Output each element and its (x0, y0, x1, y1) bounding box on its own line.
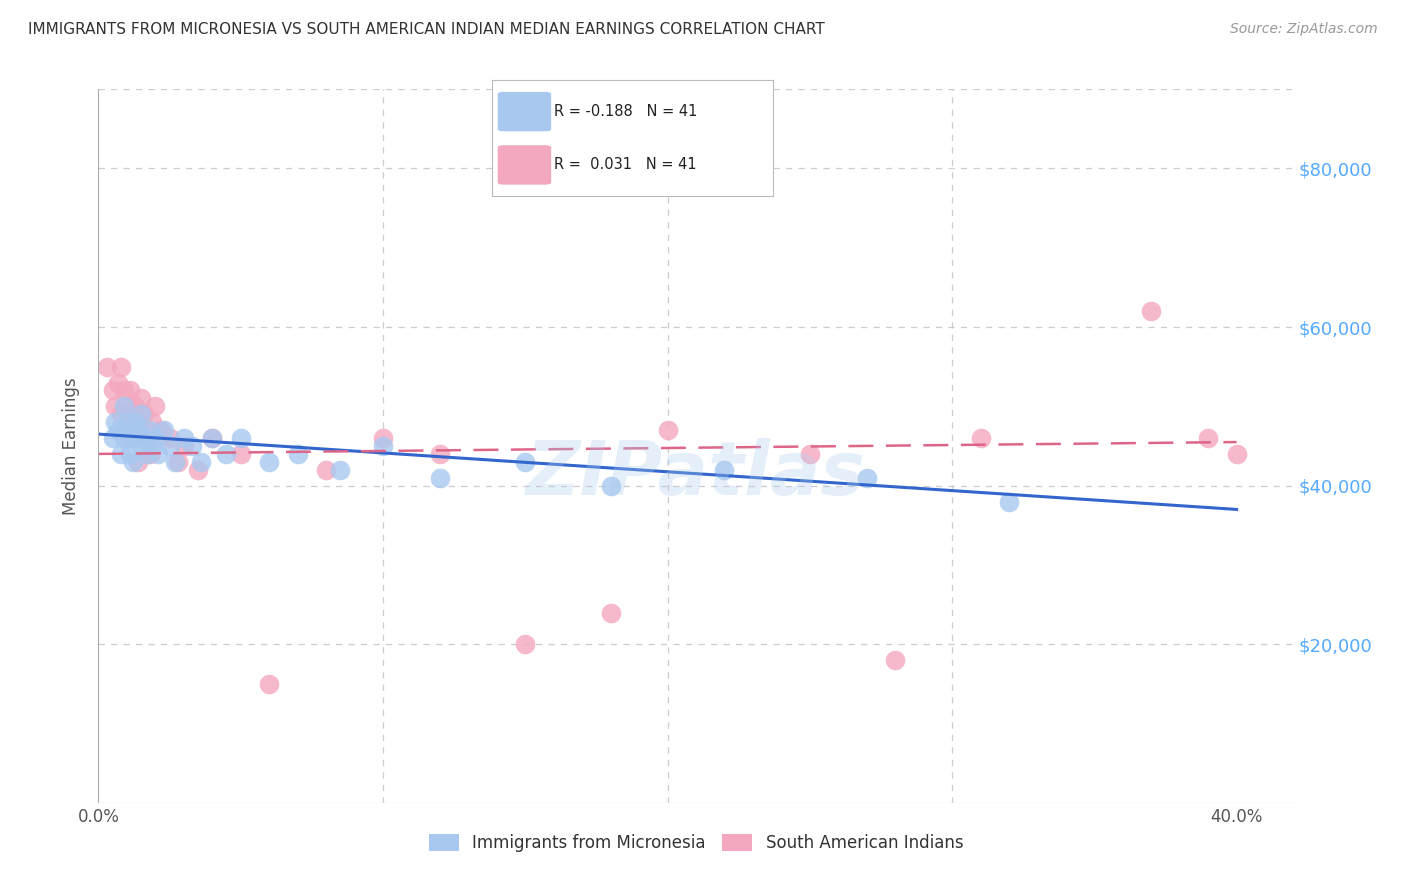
Point (129, 407, 152, 421)
Point (201, 431, 224, 445)
Point (515, 637, 537, 651)
Point (148, 447, 170, 461)
Text: ZIPatlas: ZIPatlas (526, 438, 866, 511)
Point (371, 431, 394, 445)
Point (138, 447, 160, 461)
Point (713, 463, 735, 477)
Point (110, 447, 132, 461)
Point (143, 400, 166, 414)
Point (257, 455, 280, 469)
Point (167, 455, 190, 469)
Point (112, 384, 135, 398)
Point (115, 400, 138, 414)
Text: Source: ZipAtlas.com: Source: ZipAtlas.com (1230, 22, 1378, 37)
Point (124, 400, 146, 414)
Text: R =  0.031   N = 41: R = 0.031 N = 41 (554, 157, 696, 172)
Point (1197, 431, 1219, 445)
Point (107, 376, 129, 390)
Point (190, 455, 212, 469)
Point (215, 447, 238, 461)
FancyBboxPatch shape (498, 145, 551, 185)
Point (129, 439, 152, 453)
Point (112, 431, 135, 445)
Point (141, 439, 163, 453)
Point (121, 431, 143, 445)
Point (118, 384, 141, 398)
Point (657, 423, 679, 437)
Point (96, 359, 118, 374)
Point (143, 431, 166, 445)
Point (127, 415, 149, 429)
Point (287, 447, 309, 461)
Point (104, 400, 127, 414)
Point (118, 447, 141, 461)
Point (884, 653, 907, 667)
Point (121, 455, 143, 469)
Point (969, 431, 991, 445)
Point (115, 415, 138, 429)
Point (104, 415, 127, 429)
Point (129, 392, 152, 406)
Point (159, 439, 181, 453)
Point (121, 423, 143, 437)
Point (132, 431, 155, 445)
Point (107, 423, 129, 437)
Legend: Immigrants from Micronesia, South American Indians: Immigrants from Micronesia, South Americ… (422, 827, 970, 859)
Text: R = -0.188   N = 41: R = -0.188 N = 41 (554, 104, 697, 120)
Point (135, 447, 157, 461)
Point (115, 423, 138, 437)
Point (315, 463, 337, 477)
Point (127, 423, 149, 437)
Point (229, 447, 252, 461)
Point (173, 431, 195, 445)
Point (121, 407, 143, 421)
Point (110, 407, 132, 421)
Point (855, 471, 877, 485)
Point (141, 415, 163, 429)
Point (124, 415, 146, 429)
Point (173, 439, 195, 453)
Point (187, 463, 209, 477)
Point (998, 494, 1021, 508)
Point (371, 439, 394, 453)
Point (112, 400, 135, 414)
Point (1140, 304, 1163, 318)
Point (515, 455, 537, 469)
Point (132, 407, 155, 421)
Point (110, 359, 132, 374)
Point (201, 431, 224, 445)
Point (127, 455, 149, 469)
Point (429, 471, 451, 485)
Y-axis label: Median Earnings: Median Earnings (62, 377, 80, 515)
Point (181, 439, 204, 453)
Point (799, 447, 821, 461)
Point (101, 431, 124, 445)
Point (135, 431, 157, 445)
Point (599, 606, 621, 620)
Point (1226, 447, 1249, 461)
Point (229, 431, 252, 445)
Point (257, 677, 280, 691)
Point (599, 478, 621, 492)
Point (118, 431, 141, 445)
FancyBboxPatch shape (498, 92, 551, 131)
Point (159, 431, 181, 445)
Point (329, 463, 352, 477)
Point (165, 455, 187, 469)
Point (153, 423, 176, 437)
Text: IMMIGRANTS FROM MICRONESIA VS SOUTH AMERICAN INDIAN MEDIAN EARNINGS CORRELATION : IMMIGRANTS FROM MICRONESIA VS SOUTH AMER… (28, 22, 825, 37)
Point (124, 431, 146, 445)
Point (429, 447, 451, 461)
Point (150, 423, 173, 437)
Point (138, 423, 160, 437)
Point (101, 384, 124, 398)
